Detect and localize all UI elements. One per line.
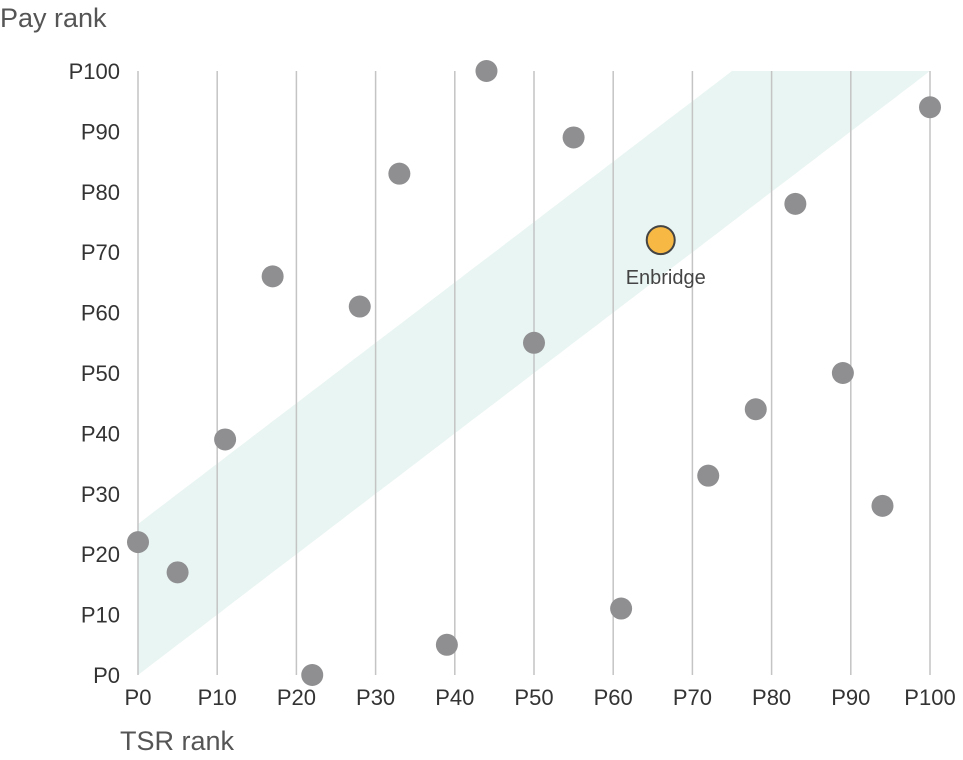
x-tick-P90: P90 (831, 685, 870, 710)
y-tick-P0: P0 (93, 663, 120, 688)
x-axis-title: TSR rank (120, 726, 235, 756)
x-tick-P60: P60 (594, 685, 633, 710)
y-tick-P90: P90 (81, 119, 120, 144)
x-tick-P30: P30 (356, 685, 395, 710)
data-point (348, 295, 371, 318)
x-tick-P50: P50 (514, 685, 553, 710)
y-tick-P100: P100 (69, 59, 120, 84)
x-tick-P80: P80 (752, 685, 791, 710)
x-tick-P10: P10 (198, 685, 237, 710)
data-points (127, 60, 941, 686)
data-point (610, 597, 633, 620)
data-point (435, 633, 458, 656)
data-point (831, 362, 854, 384)
y-tick-P40: P40 (81, 421, 120, 446)
data-point (523, 331, 545, 354)
y-tick-P10: P10 (81, 603, 120, 628)
data-point (871, 494, 894, 517)
data-point (697, 464, 720, 487)
y-tick-P50: P50 (81, 361, 120, 386)
data-point (166, 561, 189, 584)
annotation-enbridge: Enbridge (626, 267, 706, 289)
y-tick-P80: P80 (81, 180, 120, 205)
x-tick-P100: P100 (904, 685, 955, 710)
x-tick-P0: P0 (125, 685, 152, 710)
y-tick-P20: P20 (81, 542, 120, 567)
x-axis-ticks: P0 P10 P20 P30 P40 P50 P60 P70 P80 P90 P100 (125, 685, 956, 710)
data-point (127, 531, 149, 554)
y-tick-P30: P30 (81, 482, 120, 507)
data-point (301, 664, 324, 686)
vertical-gridlines (137, 71, 931, 675)
data-point (261, 265, 284, 288)
data-point (562, 126, 585, 149)
data-point (388, 162, 411, 185)
highlight-point-enbridge (645, 225, 676, 256)
y-tick-P70: P70 (81, 240, 120, 265)
data-point (784, 192, 807, 215)
data-point (919, 96, 941, 119)
y-tick-P60: P60 (81, 301, 120, 326)
y-axis-ticks: P0 P10 P20 P30 P40 P50 P60 P70 P80 P90 P100 (69, 59, 120, 688)
data-point (214, 428, 237, 451)
data-point (744, 398, 767, 421)
y-axis-title: Pay rank (0, 3, 107, 33)
data-point (475, 60, 498, 82)
annotations: Enbridge (626, 267, 706, 289)
x-tick-P40: P40 (435, 685, 474, 710)
x-tick-P20: P20 (277, 685, 316, 710)
x-tick-P70: P70 (673, 685, 712, 710)
